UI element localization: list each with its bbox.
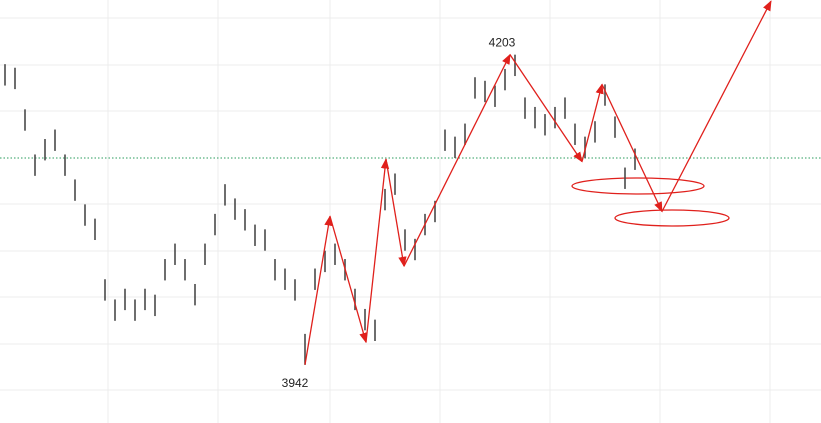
trend-arrow xyxy=(509,54,583,163)
trend-arrow xyxy=(581,83,604,162)
peak-label: 4203 xyxy=(489,36,516,50)
highlight-ellipse xyxy=(614,209,730,227)
trend-arrow xyxy=(304,215,333,365)
trend-arrow xyxy=(329,216,368,344)
trend-arrow xyxy=(403,53,511,267)
trend-arrow xyxy=(365,158,390,343)
trough-label: 3942 xyxy=(282,376,309,390)
highlight-ellipse xyxy=(571,177,705,195)
trend-arrow xyxy=(601,84,663,213)
trend-arrow xyxy=(385,159,407,268)
trend-arrow xyxy=(661,0,772,212)
